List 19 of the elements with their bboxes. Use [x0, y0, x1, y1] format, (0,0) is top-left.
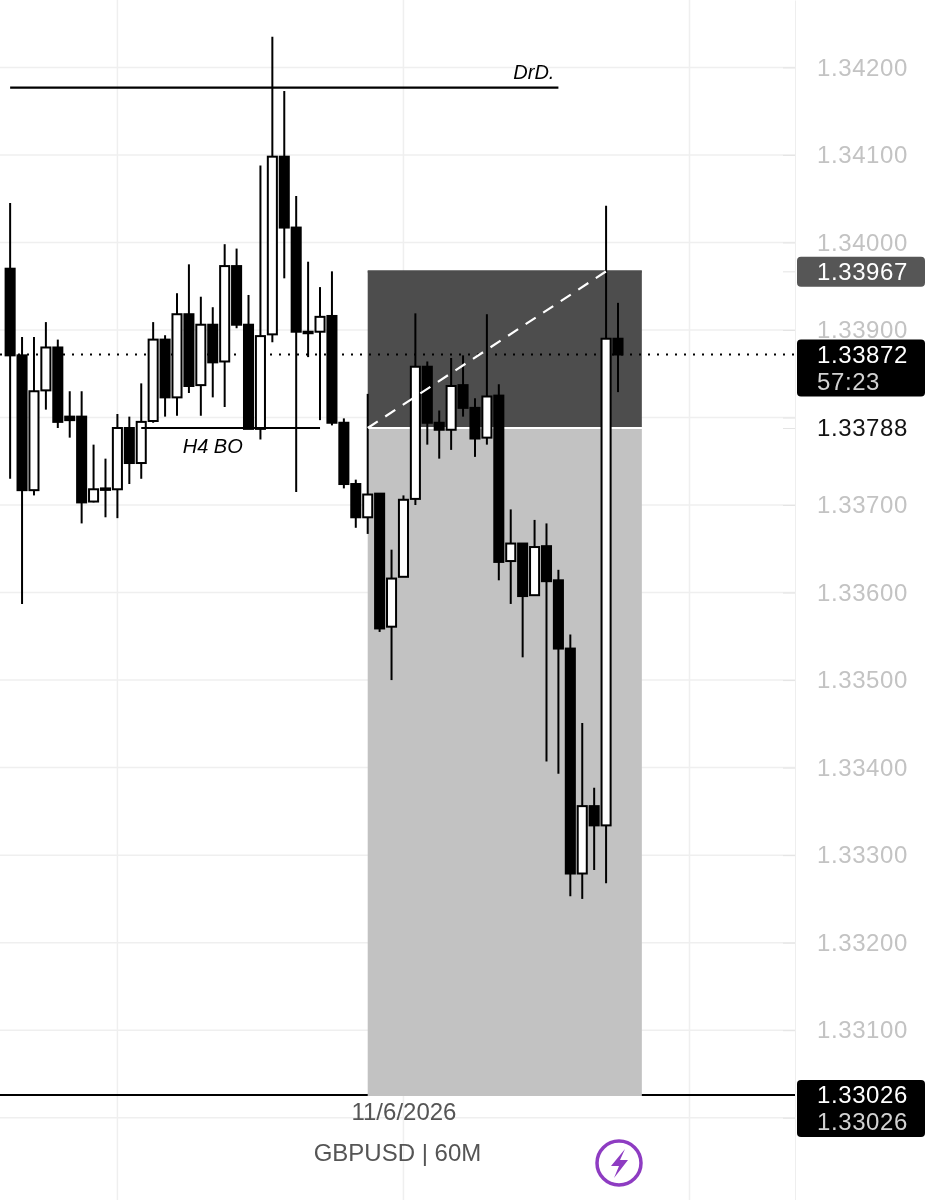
text: 1.33026: [817, 1108, 908, 1136]
y-tick-label: 1.33200: [817, 928, 908, 956]
text: GBPUSD | 60M: [313, 1138, 482, 1166]
ref-line-label: 1.33026: [817, 1081, 908, 1109]
y-tick-label: 1.33788: [817, 414, 908, 442]
text: 57:23: [817, 367, 881, 395]
y-tick-label: 1.33400: [817, 753, 908, 781]
y-tick-label: 1.33100: [817, 1016, 908, 1044]
y-tick-label: 1.33600: [817, 578, 908, 606]
y-tick-label: 1.33300: [817, 841, 908, 869]
series-label: H4 BO: [182, 435, 243, 458]
y-tick-label: 1.33700: [817, 491, 908, 519]
y-tick-label: 1.34000: [817, 228, 908, 256]
x-tick-label: 11/6/2026: [351, 1098, 457, 1126]
y-tick-label: 1.34100: [817, 141, 908, 169]
y-tick-label: 1.33500: [817, 666, 908, 694]
y-tick-label: 1.34200: [817, 53, 908, 81]
y-tick-label: 1.33967: [817, 257, 908, 285]
series-label: DrD.: [513, 60, 555, 83]
